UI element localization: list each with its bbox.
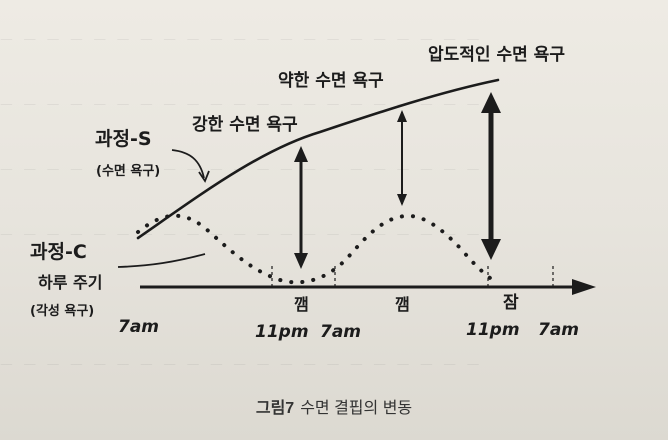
weak-pressure-label: 약한 수면 욕구	[278, 70, 384, 91]
faint-background-text: ㅡ ㅡ ㅡ ㅡ ㅡ ㅡ ㅡ ㅡ ㅡ ㅡ ㅡ ㅡ ㅡ ㅡ ㅡ ㅡ ㅡ ㅡ ㅡ ㅡ …	[0, 33, 483, 49]
process-s-label: 과정-S	[95, 128, 152, 150]
faint-background-text: ㅡ ㅡ ㅡ ㅡ ㅡ ㅡ ㅡ ㅡ ㅡ ㅡ ㅡ ㅡ ㅡ ㅡ ㅡ ㅡ ㅡ ㅡ ㅡ ㅡ …	[0, 228, 483, 244]
time-label: 11pm	[255, 322, 309, 342]
faint-background-text: ㅡ ㅡ ㅡ ㅡ ㅡ ㅡ ㅡ ㅡ ㅡ ㅡ ㅡ ㅡ ㅡ ㅡ ㅡ ㅡ ㅡ ㅡ ㅡ ㅡ …	[0, 98, 483, 114]
time-axis-arrowhead	[572, 279, 596, 295]
weak-pressure-arrow	[397, 110, 407, 206]
figure-number: 그림7	[255, 400, 295, 417]
process-c-curve	[136, 213, 492, 285]
faint-background-text: ㅡ ㅡ ㅡ ㅡ ㅡ ㅡ ㅡ ㅡ ㅡ ㅡ ㅡ ㅡ ㅡ ㅡ ㅡ ㅡ ㅡ ㅡ ㅡ ㅡ …	[0, 358, 483, 374]
sleep-label: 잠	[503, 293, 519, 313]
process-c-label: 과정-C	[30, 241, 87, 263]
time-label: 7am	[320, 322, 361, 342]
process-c-sublabel: 하루 주기	[38, 273, 102, 292]
process-s-sublabel: (수면 욕구)	[96, 163, 160, 179]
overwhelming-pressure-label: 압도적인 수면 욕구	[428, 44, 565, 65]
time-label: 11pm	[466, 320, 520, 340]
time-label: 7am	[538, 320, 579, 340]
strong-pressure-arrow	[294, 146, 308, 269]
wake-label-2: 깸	[395, 295, 410, 314]
process-c-pointer	[117, 253, 206, 268]
wake-label: 깸	[294, 295, 309, 314]
process-s-pointer	[171, 149, 205, 179]
time-label: 7am	[118, 317, 159, 337]
process-s-curve	[136, 78, 500, 240]
process-c-sublabel-2: (각성 욕구)	[30, 303, 94, 319]
strong-pressure-label: 강한 수면 욕구	[192, 115, 298, 135]
figure-caption-text: 수면 결핍의 변동	[300, 400, 413, 417]
figure-caption: 그림7 수면 결핍의 변동	[0, 394, 668, 418]
overwhelming-pressure-arrow	[481, 92, 501, 260]
